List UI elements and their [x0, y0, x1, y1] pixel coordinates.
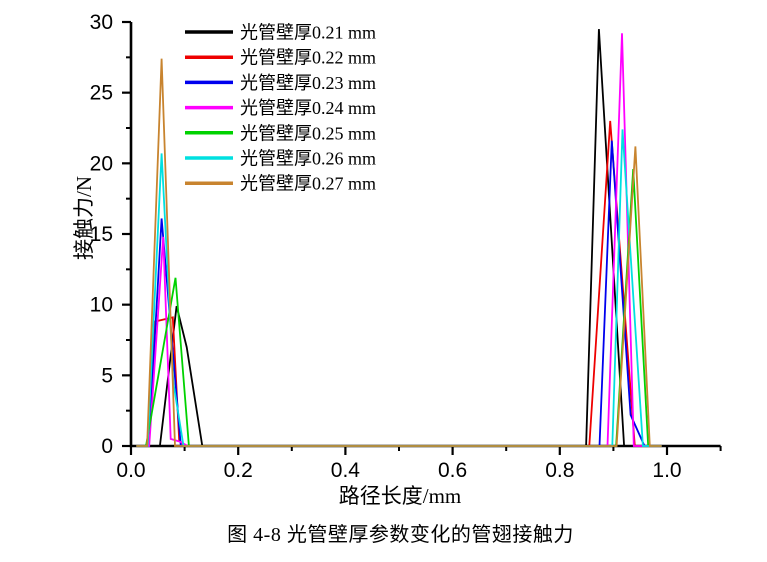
x-tick-label: 0.4 [331, 459, 361, 482]
series-line-3 [136, 33, 662, 447]
y-tick-label: 0 [101, 435, 113, 458]
y-tick-label: 10 [90, 294, 113, 317]
legend-entry-label: 光管壁厚0.27 mm [240, 174, 376, 194]
y-tick-label: 30 [90, 11, 113, 34]
series-line-1 [136, 120, 662, 447]
legend-entry-label: 光管壁厚0.21 mm [240, 23, 376, 43]
x-tick-label: 0.2 [224, 459, 253, 482]
y-tick-label: 5 [101, 364, 113, 387]
x-tick-label: 0.6 [438, 459, 467, 482]
legend-entry-label: 光管壁厚0.23 mm [240, 73, 376, 93]
x-tick-label: 0.0 [116, 459, 145, 482]
y-tick-label: 25 [90, 82, 113, 105]
legend-entry-label: 光管壁厚0.25 mm [240, 123, 376, 143]
series-line-6 [136, 58, 662, 447]
y-tick-label: 20 [90, 152, 113, 175]
series-line-2 [136, 140, 662, 447]
series-line-5 [136, 129, 662, 447]
x-axis-title: 路径长度/mm [339, 484, 462, 508]
series-line-4 [136, 168, 662, 447]
y-tick-label: 15 [90, 223, 113, 246]
x-tick-label: 0.8 [545, 459, 574, 482]
legend-entry-label: 光管壁厚0.26 mm [240, 149, 376, 169]
figure-caption: 图 4-8 光管壁厚参数变化的管翅接触力 [227, 524, 574, 546]
x-tick-label: 1.0 [652, 459, 681, 482]
legend-entry-label: 光管壁厚0.22 mm [240, 48, 376, 68]
y-axis-title: 接触力/N [72, 176, 96, 260]
legend-entry-label: 光管壁厚0.24 mm [240, 98, 376, 118]
